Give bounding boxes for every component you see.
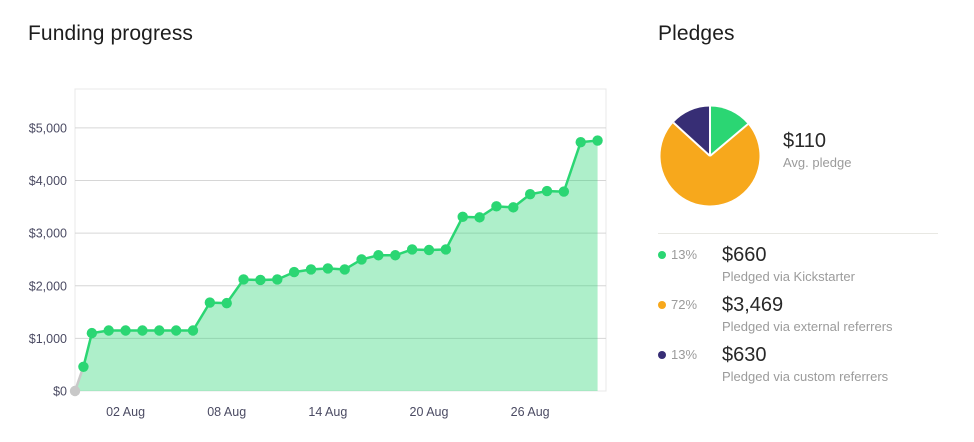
svg-text:$4,000: $4,000 bbox=[29, 174, 67, 188]
avg-pledge-label: Avg. pledge bbox=[783, 155, 852, 170]
svg-text:$2,000: $2,000 bbox=[29, 279, 67, 293]
svg-text:$1,000: $1,000 bbox=[29, 332, 67, 346]
avg-pledge-block: $110 Avg. pledge bbox=[783, 130, 851, 171]
svg-text:02 Aug: 02 Aug bbox=[106, 405, 145, 419]
kickstarter-amount: $660 bbox=[722, 244, 767, 266]
kickstarter-percent: 13% bbox=[671, 247, 698, 262]
legend-divider bbox=[658, 233, 938, 234]
custom-referrers-label: Pledged via custom referrers bbox=[722, 369, 889, 384]
legend-row-custom-referrers: 13% $630 Pledged via custom referrers bbox=[658, 344, 958, 390]
svg-text:$5,000: $5,000 bbox=[29, 121, 67, 135]
svg-text:20 Aug: 20 Aug bbox=[410, 405, 449, 419]
svg-text:08 Aug: 08 Aug bbox=[207, 405, 246, 419]
svg-text:$3,000: $3,000 bbox=[29, 227, 67, 241]
pledges-title: Pledges bbox=[658, 22, 735, 45]
funding-progress-title: Funding progress bbox=[28, 22, 194, 45]
external-referrers-label: Pledged via external referrers bbox=[722, 319, 893, 334]
custom-referrers-dot-icon bbox=[658, 351, 666, 359]
custom-referrers-percent: 13% bbox=[671, 347, 698, 362]
kickstarter-label: Pledged via Kickstarter bbox=[722, 269, 855, 284]
svg-text:14 Aug: 14 Aug bbox=[308, 405, 347, 419]
funding-progress-area-chart[interactable]: $0 $1,000 $2,000 $3,000 $4,000 $5,000 02 Aug 08… bbox=[0, 0, 640, 442]
external-referrers-percent: 72% bbox=[671, 297, 698, 312]
kickstarter-dot-icon bbox=[658, 251, 666, 259]
svg-text:$0: $0 bbox=[53, 385, 67, 399]
external-referrers-dot-icon bbox=[658, 301, 666, 309]
legend-row-external-referrers: 72% $3,469 Pledged via external referrer… bbox=[658, 294, 958, 340]
svg-text:26 Aug: 26 Aug bbox=[511, 405, 550, 419]
pledges-pie-chart[interactable] bbox=[660, 106, 760, 206]
avg-pledge-amount: $110 bbox=[783, 130, 827, 152]
legend-row-kickstarter: 13% $660 Pledged via Kickstarter bbox=[658, 244, 958, 290]
external-referrers-amount: $3,469 bbox=[722, 294, 784, 316]
custom-referrers-amount: $630 bbox=[722, 344, 767, 366]
